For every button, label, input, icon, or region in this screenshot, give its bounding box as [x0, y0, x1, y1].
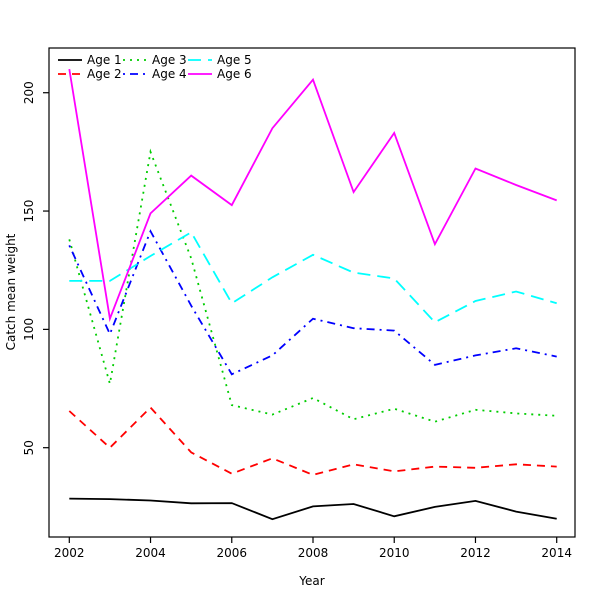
y-axis-title: Catch mean weight [4, 233, 18, 350]
legend-label: Age 3 [152, 53, 187, 67]
series-line-age-6 [68, 68, 558, 323]
legend: Age 1 Age 3 Age 5 Age 2 Age 4 Age 6 [58, 53, 252, 81]
series-lines [68, 68, 558, 521]
x-tick-label: 2012 [460, 546, 491, 560]
legend-item-age-2: Age 2 [58, 67, 122, 81]
legend-label: Age 6 [217, 67, 252, 81]
series-line-age-1 [69, 497, 557, 521]
legend-label: Age 5 [217, 53, 252, 67]
y-tick-label: 50 [22, 440, 36, 455]
y-tick-label: 200 [22, 81, 36, 104]
y-axis-ticks: 50 100 150 200 [22, 81, 49, 455]
legend-label: Age 4 [152, 67, 187, 81]
x-tick-label: 2002 [54, 546, 85, 560]
legend-item-age-4: Age 4 [123, 67, 187, 81]
x-tick-label: 2010 [379, 546, 410, 560]
legend-label: Age 2 [87, 67, 122, 81]
x-axis-title: Year [298, 574, 324, 588]
y-tick-label: 150 [22, 200, 36, 223]
legend-item-age-5: Age 5 [188, 53, 252, 67]
plot-border [48, 47, 576, 538]
y-tick-label: 100 [22, 318, 36, 341]
legend-item-age-6: Age 6 [188, 67, 252, 81]
legend-item-age-3: Age 3 [123, 53, 187, 67]
x-tick-label: 2004 [135, 546, 166, 560]
series-line-age-5 [69, 231, 557, 324]
series-line-age-4 [68, 229, 557, 376]
x-tick-label: 2006 [216, 546, 247, 560]
series-line-age-3 [68, 148, 557, 423]
series-line-age-2 [68, 406, 557, 476]
x-tick-label: 2014 [541, 546, 572, 560]
x-tick-label: 2008 [298, 546, 329, 560]
x-axis-ticks: 2002 2004 2006 2008 2010 2012 2014 [54, 537, 572, 560]
legend-label: Age 1 [87, 53, 122, 67]
legend-item-age-1: Age 1 [58, 53, 122, 67]
